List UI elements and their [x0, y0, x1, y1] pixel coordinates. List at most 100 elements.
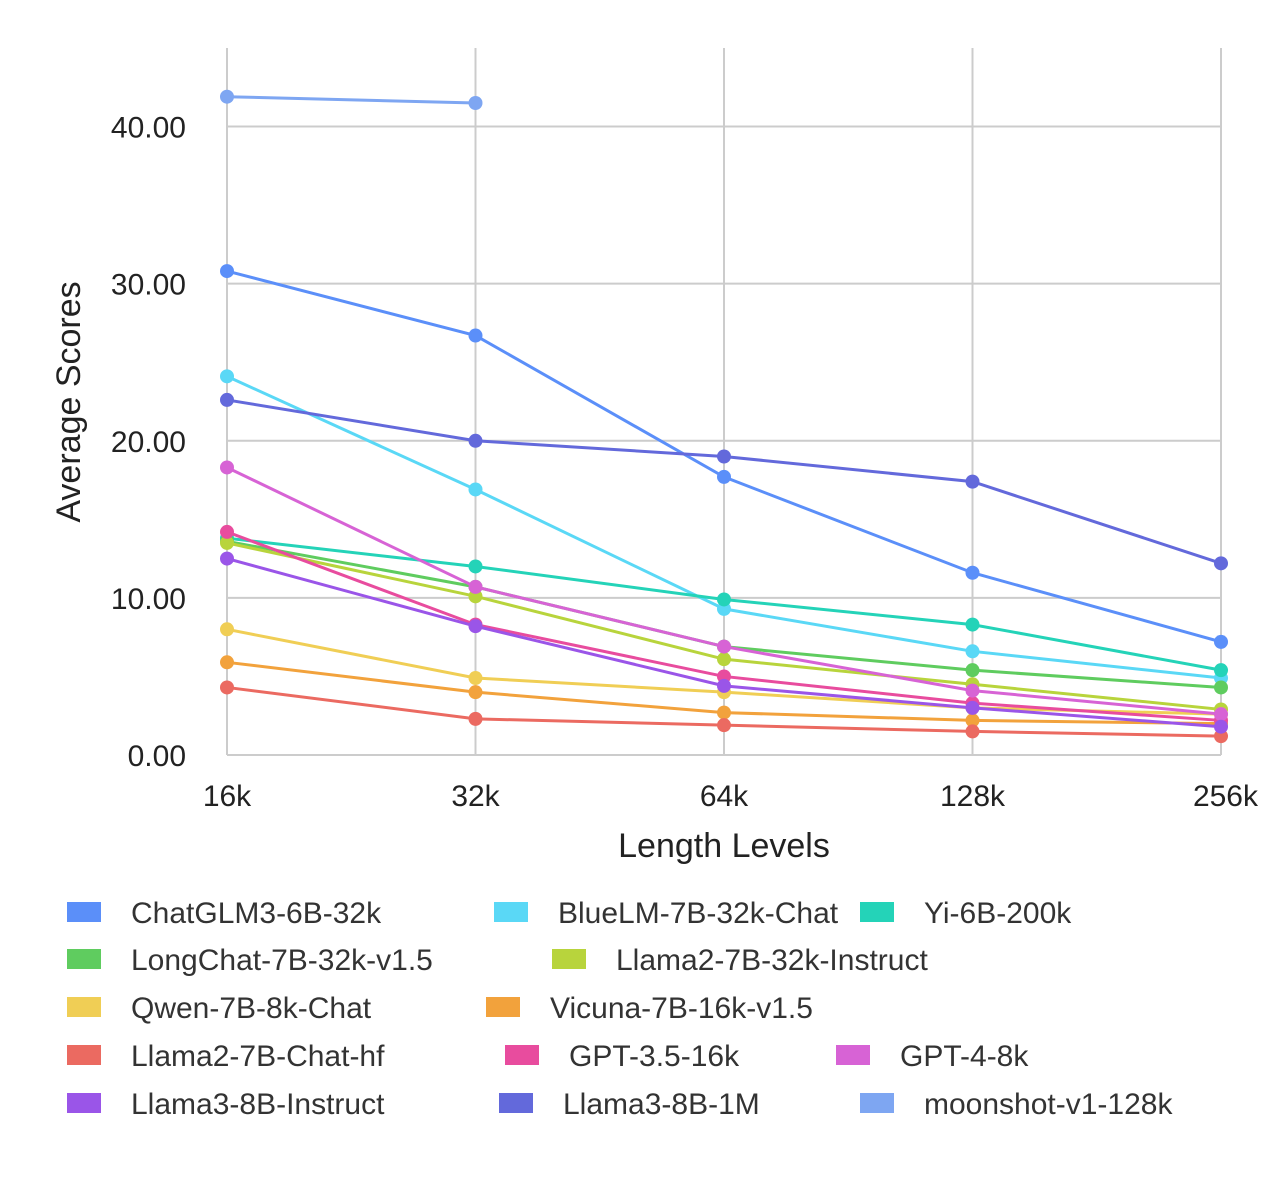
legend-swatch	[67, 902, 101, 922]
legend-label: Llama2-7B-32k-Instruct	[616, 944, 928, 977]
legend-label: LongChat-7B-32k-v1.5	[131, 944, 433, 977]
data-point	[1214, 663, 1228, 678]
data-point	[468, 711, 483, 726]
legend-item: moonshot-v1-128k	[860, 1088, 1173, 1121]
data-point	[468, 671, 483, 686]
y-tick-label: 0.00	[128, 740, 186, 773]
legend-swatch	[860, 902, 894, 922]
legend-item: Yi-6B-200k	[860, 897, 1072, 930]
data-point	[717, 449, 731, 464]
data-point	[717, 652, 731, 667]
data-point	[220, 460, 234, 475]
data-point	[965, 683, 980, 698]
legend-swatch	[505, 1045, 539, 1065]
legend-swatch	[486, 997, 520, 1017]
data-point	[468, 619, 483, 634]
y-axis-title: Average Scores	[50, 281, 88, 522]
x-tick-label: 64k	[700, 780, 749, 813]
legend-swatch	[67, 1093, 101, 1113]
data-point	[965, 724, 980, 739]
legend-swatch	[67, 949, 101, 969]
data-point	[717, 718, 731, 733]
legend-item: GPT-3.5-16k	[505, 1040, 740, 1073]
legend-label: BlueLM-7B-32k-Chat	[558, 897, 839, 930]
data-point	[220, 369, 234, 384]
data-point	[717, 469, 731, 484]
legend-swatch	[836, 1045, 870, 1065]
legend-swatch	[499, 1093, 533, 1113]
series-9	[220, 460, 1228, 722]
legend-label: Yi-6B-200k	[924, 897, 1072, 930]
series-12	[220, 89, 483, 110]
data-point	[220, 622, 234, 637]
axis-layer: 0.00 10.00 20.00 30.00 40.00 16k 32k 64k 128k 256…	[111, 112, 1259, 813]
legend-item: Llama2-7B-32k-Instruct	[552, 944, 928, 977]
data-point	[717, 705, 731, 720]
data-point	[717, 592, 731, 607]
data-point	[468, 559, 483, 574]
data-point	[220, 680, 234, 695]
legend-item: GPT-4-8k	[836, 1040, 1029, 1073]
data-point	[220, 535, 234, 550]
data-point	[468, 95, 483, 110]
data-point	[1214, 707, 1228, 722]
x-tick-label: 128k	[940, 780, 1006, 813]
data-point	[468, 328, 483, 343]
legend-item: Qwen-7B-8k-Chat	[67, 992, 372, 1025]
data-point	[965, 713, 980, 728]
x-tick-label: 256k	[1193, 780, 1259, 813]
data-point	[1214, 719, 1228, 734]
legend-item: Llama3-8B-1M	[499, 1088, 760, 1121]
legend-item: ChatGLM3-6B-32k	[67, 897, 382, 930]
data-point	[1214, 634, 1228, 649]
data-point	[468, 579, 483, 594]
legend-item: Llama2-7B-Chat-hf	[67, 1040, 385, 1073]
legend-swatch	[860, 1093, 894, 1113]
data-point	[1214, 556, 1228, 571]
x-tick-label: 32k	[451, 780, 500, 813]
legend-item: BlueLM-7B-32k-Chat	[494, 897, 839, 930]
legend-swatch	[552, 949, 586, 969]
y-tick-label: 10.00	[111, 583, 186, 616]
data-point	[965, 565, 980, 580]
legend-label: Llama2-7B-Chat-hf	[131, 1040, 385, 1073]
series-layer	[220, 89, 1228, 744]
legend: ChatGLM3-6B-32k BlueLM-7B-32k-Chat Yi-6B-2…	[67, 897, 1173, 1121]
data-point	[717, 678, 731, 693]
data-point	[220, 392, 234, 407]
data-point	[220, 89, 234, 104]
legend-label: Llama3-8B-1M	[563, 1088, 760, 1121]
x-tick-label: 16k	[203, 780, 252, 813]
legend-item: Llama3-8B-Instruct	[67, 1088, 385, 1121]
data-point	[468, 685, 483, 700]
data-point	[965, 617, 980, 632]
series-line	[226, 95, 476, 105]
legend-label: Vicuna-7B-16k-v1.5	[550, 992, 813, 1025]
legend-item: Vicuna-7B-16k-v1.5	[486, 992, 813, 1025]
data-point	[965, 663, 980, 678]
series-0	[220, 264, 1228, 649]
data-point	[965, 474, 980, 489]
legend-swatch	[494, 902, 528, 922]
legend-label: GPT-3.5-16k	[569, 1040, 740, 1073]
data-point	[220, 264, 234, 279]
y-tick-label: 20.00	[111, 426, 186, 459]
series-11	[220, 392, 1228, 571]
legend-item: LongChat-7B-32k-v1.5	[67, 944, 433, 977]
legend-label: GPT-4-8k	[900, 1040, 1029, 1073]
legend-label: Llama3-8B-Instruct	[131, 1088, 385, 1121]
data-point	[1214, 680, 1228, 695]
data-point	[220, 655, 234, 670]
legend-label: Qwen-7B-8k-Chat	[131, 992, 372, 1025]
data-point	[468, 433, 483, 448]
data-point	[965, 700, 980, 715]
data-point	[220, 551, 234, 566]
y-tick-label: 40.00	[111, 112, 186, 145]
series-10	[220, 551, 1228, 734]
data-point	[220, 524, 234, 539]
data-point	[965, 644, 980, 659]
legend-swatch	[67, 997, 101, 1017]
legend-label: ChatGLM3-6B-32k	[131, 897, 382, 930]
